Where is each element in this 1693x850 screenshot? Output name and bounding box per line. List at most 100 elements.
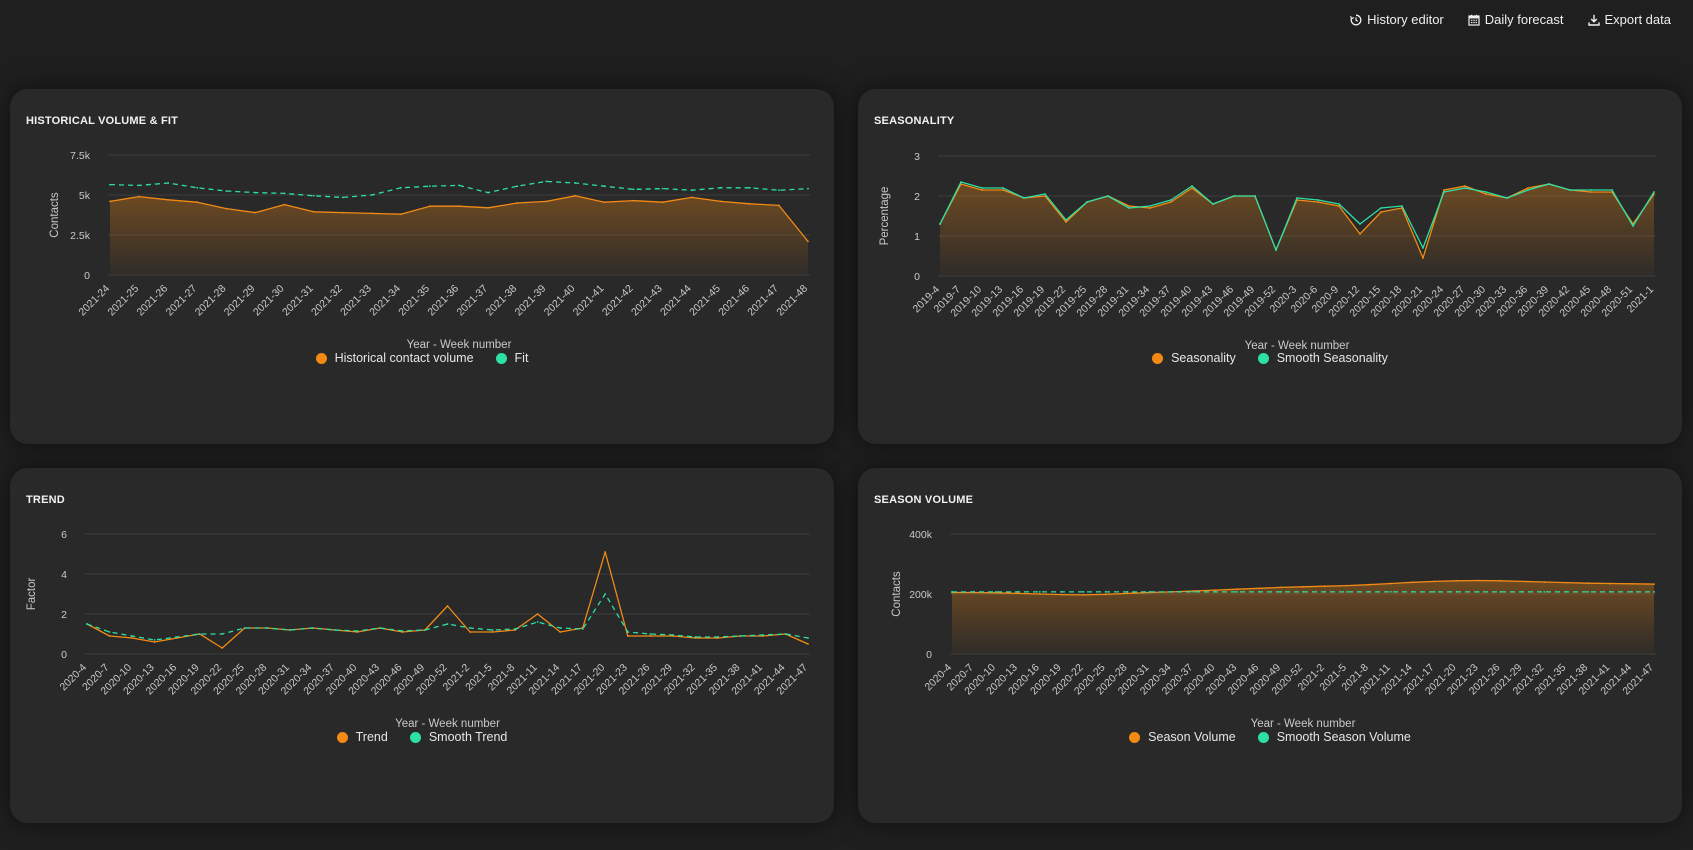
data-point <box>1527 187 1529 189</box>
x-tick-label: 2021-35 <box>396 283 432 319</box>
x-tick-label: 2021-30 <box>251 283 287 319</box>
data-point <box>1236 591 1239 593</box>
y-axis-title: Percentage <box>879 187 891 246</box>
data-point <box>1214 589 1217 591</box>
chart-legend: Season Volume Smooth Season Volume <box>858 730 1682 744</box>
data-point <box>1016 591 1019 593</box>
x-tick-label: 2021-48 <box>774 283 810 319</box>
data-point <box>694 636 697 638</box>
card-title: SEASONALITY <box>874 115 955 127</box>
data-point <box>671 634 674 636</box>
area-fill <box>940 184 1654 276</box>
data-point <box>1258 591 1260 593</box>
y-axis-title: Contacts <box>49 192 61 238</box>
data-point <box>1302 585 1304 588</box>
x-tick-label: 2021-27 <box>164 283 200 319</box>
data-point <box>198 633 201 635</box>
data-point <box>370 194 373 196</box>
legend-item-trend[interactable]: Trend <box>336 730 388 744</box>
data-point <box>1609 582 1611 585</box>
seasonality-card: SEASONALITY 0 1 2 3 Percentage 2019-4 2019-7 20… <box>858 89 1682 444</box>
x-tick-label: 2021-45 <box>687 283 723 319</box>
data-point <box>1104 593 1107 596</box>
data-point <box>1254 195 1256 197</box>
data-point <box>1590 191 1592 193</box>
legend-item-historical-contact-volume[interactable]: Historical contact volume <box>315 351 474 365</box>
data-point <box>807 187 809 190</box>
legend-dot <box>1129 731 1141 743</box>
data-point <box>632 188 635 191</box>
data-point <box>356 630 359 632</box>
data-point <box>1170 199 1172 201</box>
data-point <box>312 194 315 197</box>
data-point <box>221 647 224 649</box>
data-point <box>1380 207 1382 209</box>
history-editor-button[interactable]: History editor <box>1350 12 1444 27</box>
daily-forecast-button[interactable]: Daily forecast <box>1468 12 1564 27</box>
legend-item-smooth-seasonality[interactable]: Smooth Seasonality <box>1257 351 1388 365</box>
legend-dot <box>1152 352 1164 364</box>
y-tick-label: 6 <box>61 529 67 541</box>
y-axis-title: Contacts <box>891 571 903 617</box>
data-point <box>1280 591 1282 593</box>
data-point <box>1324 585 1326 588</box>
data-point <box>1411 591 1414 593</box>
data-point <box>1443 189 1445 191</box>
legend-item-season-volume[interactable]: Season Volume <box>1129 730 1236 744</box>
data-point <box>1044 193 1046 195</box>
data-point <box>1065 219 1067 221</box>
data-point <box>225 207 228 210</box>
data-point <box>1346 591 1348 593</box>
data-point <box>1389 591 1392 593</box>
data-point <box>196 201 199 204</box>
data-point <box>1233 195 1235 197</box>
data-point <box>1317 201 1319 203</box>
legend-label: Smooth Season Volume <box>1276 730 1411 744</box>
chart-legend: Trend Smooth Trend <box>10 730 834 744</box>
data-point <box>399 213 402 216</box>
data-point <box>243 627 246 629</box>
data-point <box>266 627 269 629</box>
x-tick-label: 2021-39 <box>513 283 549 319</box>
legend-item-fit[interactable]: Fit <box>495 351 528 365</box>
data-point <box>1653 583 1655 585</box>
series-line <box>86 551 809 649</box>
card-title: HISTORICAL VOLUME & FIT <box>26 115 179 127</box>
daily-forecast-label: Daily forecast <box>1484 12 1564 27</box>
data-point <box>536 613 539 615</box>
data-point <box>807 637 809 639</box>
data-point <box>491 629 494 631</box>
data-point <box>1380 211 1382 213</box>
data-point <box>1060 591 1063 593</box>
data-point <box>487 191 489 194</box>
data-point <box>1455 591 1458 593</box>
data-point <box>1521 591 1524 593</box>
data-point <box>632 199 635 202</box>
data-point <box>536 621 539 623</box>
data-point <box>86 623 88 625</box>
data-point <box>1609 591 1611 593</box>
data-point <box>1587 591 1590 593</box>
data-point <box>401 630 404 632</box>
data-point <box>574 194 577 197</box>
x-tick-label: 2021-47 <box>745 283 781 319</box>
data-point <box>574 182 577 184</box>
legend-item-smooth-trend[interactable]: Smooth Trend <box>409 730 507 744</box>
data-point <box>1477 591 1480 593</box>
data-point <box>807 643 809 645</box>
x-tick-label: 2021-33 <box>338 283 374 319</box>
legend-item-smooth-season-volume[interactable]: Smooth Season Volume <box>1257 730 1411 744</box>
data-point <box>951 591 953 593</box>
data-point <box>1611 189 1613 191</box>
export-data-button[interactable]: Export data <box>1587 12 1671 27</box>
legend-item-seasonality[interactable]: Seasonality <box>1152 351 1236 365</box>
data-point <box>1016 592 1019 595</box>
data-point <box>1104 591 1107 593</box>
data-point <box>254 191 257 194</box>
data-point <box>379 627 381 629</box>
data-point <box>1128 205 1130 207</box>
data-point <box>429 205 431 208</box>
y-tick-label: 3 <box>914 151 920 163</box>
data-point <box>1367 591 1370 593</box>
data-point <box>748 186 751 189</box>
